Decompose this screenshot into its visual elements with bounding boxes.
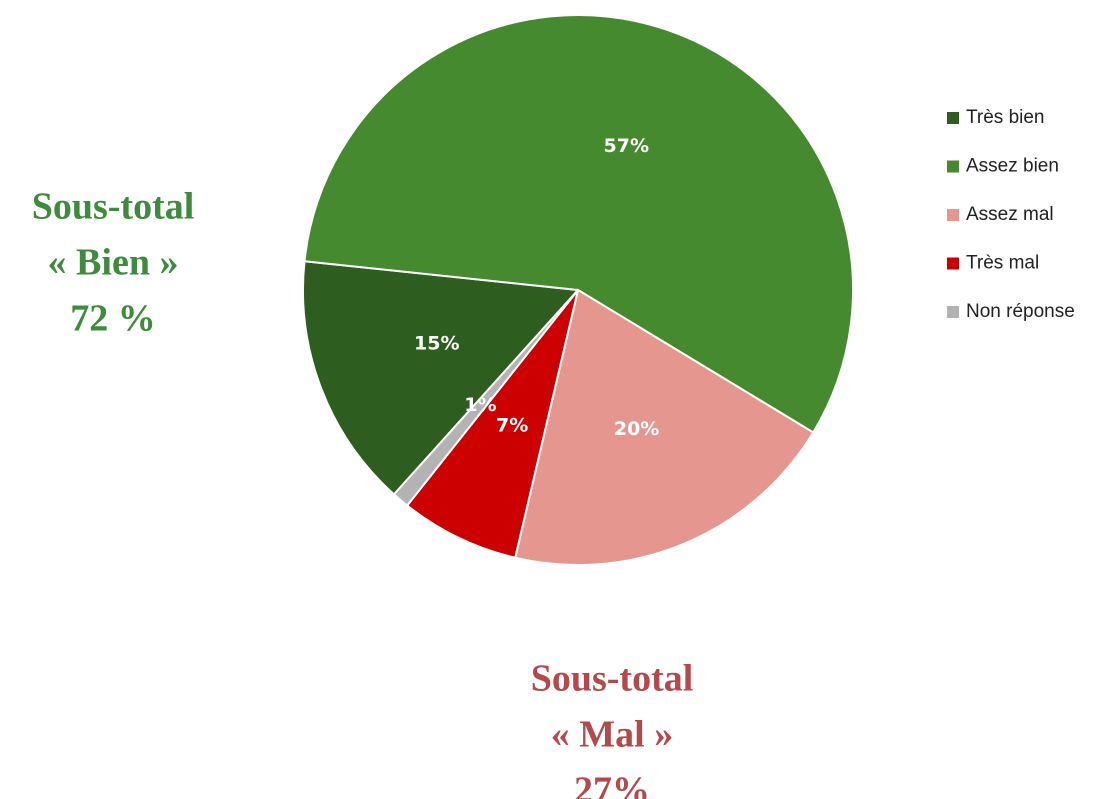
pie-slice <box>392 289 579 507</box>
pie-slice <box>302 260 581 496</box>
annotation: Sous-total <box>531 658 694 700</box>
legend-label: Très bien <box>966 107 1045 128</box>
legend-label: Assez mal <box>966 204 1054 225</box>
pie-slice <box>405 289 579 559</box>
legend-label: Non réponse <box>966 301 1075 322</box>
legend-swatch <box>947 209 959 221</box>
annotation: « Bien » <box>48 242 179 284</box>
legend-swatch <box>947 306 959 318</box>
legend-swatch <box>947 112 959 124</box>
annotation: « Mal » <box>551 714 673 756</box>
data-label: 57% <box>604 135 649 157</box>
data-label: 20% <box>614 418 659 440</box>
annotation: 27% <box>574 770 650 799</box>
legend-label: Assez bien <box>966 156 1059 177</box>
annotation: Sous-total <box>32 186 195 228</box>
annotation: 72 % <box>70 298 156 340</box>
legend-swatch <box>947 257 959 270</box>
legend-label: Très mal <box>966 253 1039 274</box>
legend-swatch <box>947 160 959 173</box>
pie-slice <box>514 288 815 566</box>
pie-slice <box>303 14 854 434</box>
data-label: 15% <box>414 333 459 355</box>
data-label: 1% <box>464 394 496 416</box>
data-label: 7% <box>496 415 528 437</box>
